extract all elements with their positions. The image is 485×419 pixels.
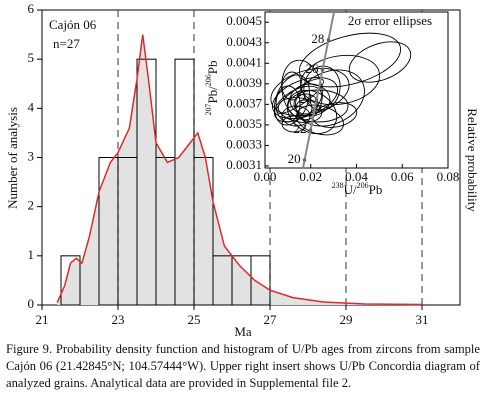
error-ellipse	[293, 93, 319, 115]
concordia-age-label: 26	[305, 61, 319, 76]
error-ellipse	[295, 99, 313, 117]
inset-x-tick-label: 0.06	[391, 169, 414, 184]
inset-x-axis-label-part: 206	[357, 181, 369, 190]
x-tick-label: 21	[36, 312, 49, 327]
inset-x-tick-label: 0.00	[254, 169, 277, 184]
count-label: n=27	[53, 36, 80, 51]
concordia-age-point	[308, 128, 313, 132]
inset-x-axis-label-part: Pb	[369, 182, 383, 197]
concordia-age-label: 22	[294, 121, 307, 136]
inset-y-axis-label: 207Pb/206Pb	[204, 60, 220, 115]
inset-y-axis-label-part: 206	[204, 74, 213, 86]
y-tick-label: 3	[28, 148, 35, 163]
inset-y-tick-label: 0.0033	[226, 136, 262, 151]
y-tick-label: 1	[28, 247, 35, 262]
y2-axis-label: Relative probability	[465, 108, 480, 212]
x-tick-label: 31	[416, 312, 429, 327]
x-tick-label: 23	[112, 312, 125, 327]
sample-label: Cajón 06	[49, 17, 97, 32]
error-ellipse	[286, 89, 338, 135]
inset-x-tick-label: 0.04	[345, 169, 368, 184]
error-ellipse	[348, 41, 412, 83]
histogram-bar	[60, 255, 81, 306]
concordia-age-label: 28	[311, 31, 324, 46]
error-ellipse	[270, 67, 350, 117]
concordia-age-point	[326, 38, 331, 42]
error-ellipse	[299, 54, 381, 106]
concordia-inset: 20 22 24 26 28 0.0031 0.0033 0.0035 0.0037 0.0039…	[204, 11, 460, 197]
inset-title: 2σ error ellipses	[348, 13, 432, 28]
y-tick-label: 4	[28, 99, 35, 114]
histogram-bar	[250, 255, 271, 306]
concordia-age-label: 20	[288, 151, 301, 166]
inset-y-tick-label: 0.0039	[226, 75, 262, 90]
concordia-age-point	[314, 98, 319, 102]
inset-y-tick-label: 0.0041	[226, 54, 262, 69]
density-curve	[56, 34, 423, 306]
error-ellipse	[298, 32, 402, 88]
concordia-age-point	[302, 158, 307, 162]
inset-x-tick-label: 0.08	[437, 169, 460, 184]
inset-y-axis-label-part: Pb	[205, 60, 220, 74]
inset-y-tick-label: 0.0045	[226, 13, 262, 28]
error-ellipse	[281, 71, 303, 101]
histogram-bar	[193, 157, 214, 306]
concordia-age-point	[320, 68, 325, 72]
x-tick-label: 27	[264, 312, 278, 327]
inset-y-axis-label-part: Pb/	[205, 86, 220, 104]
x-tick-label: 25	[188, 312, 201, 327]
x-axis-label: Ma	[234, 324, 252, 339]
inset-y-tick-label: 0.0043	[226, 34, 262, 49]
inset-x-tick-label: 0.02	[299, 169, 322, 184]
concordia-age-label: 24	[300, 91, 314, 106]
inset-x-axis-label-part: 238	[332, 181, 344, 190]
inset-y-tick-label: 0.0035	[226, 116, 262, 131]
inset-y-axis-label-part: 207	[204, 104, 213, 116]
figure-caption: Figure 9. Probability density function a…	[6, 342, 480, 390]
inset-y-tick-label: 0.0037	[226, 95, 262, 110]
error-ellipse	[275, 85, 301, 123]
inset-x-axis-label: 238U/206Pb	[332, 181, 383, 197]
inset-x-axis-label-part: U/	[344, 182, 357, 197]
y-tick-label: 2	[28, 198, 35, 213]
error-ellipse	[281, 115, 307, 133]
y-tick-label: 5	[28, 50, 35, 65]
inset-y-tick-label: 0.0031	[226, 157, 262, 172]
y-tick-label: 0	[28, 296, 35, 311]
x-tick-label: 29	[340, 312, 353, 327]
y-tick-label: 6	[28, 1, 35, 16]
inset-frame	[264, 11, 449, 169]
concordia-curve	[302, 11, 335, 169]
y-axis-label: Number of analysis	[5, 107, 20, 209]
density-area	[57, 34, 422, 305]
